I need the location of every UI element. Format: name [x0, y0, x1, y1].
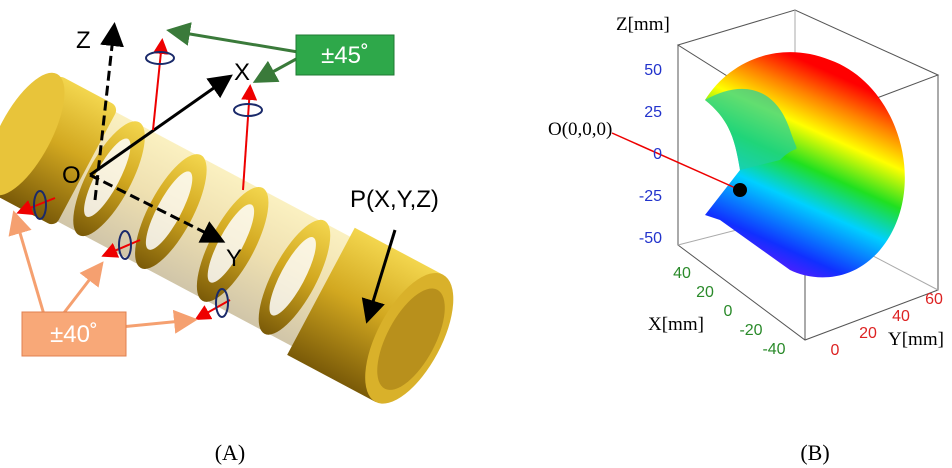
z-tick-label: -25 [639, 188, 662, 205]
caption: (A) [215, 440, 246, 465]
z-tick-label: 0 [653, 146, 662, 163]
z-tick-label: 25 [644, 104, 662, 121]
caption: (B) [800, 440, 829, 465]
z-tick-label: -50 [639, 230, 662, 247]
origin-leader [612, 133, 740, 190]
x-tick-label: 40 [673, 265, 691, 282]
x-tick-label: -40 [762, 341, 785, 358]
rotation-axis [153, 42, 162, 130]
callout-text: ±40˚ [50, 321, 98, 348]
axis-title: Y[mm] [888, 329, 944, 350]
callout-text: ±45˚ [321, 42, 369, 69]
figure: Z X Y O P(X,Y,Z) ±45˚ ±40˚ (A) Z[mm] O(0… [0, 0, 952, 468]
y-tick-label: 40 [892, 308, 910, 325]
callout-arrow [172, 31, 298, 52]
callout-arrow [60, 266, 100, 318]
z-tick-label: 50 [644, 62, 662, 79]
axis-title: X[mm] [648, 314, 704, 335]
x-tick-label: -20 [739, 322, 762, 339]
y-tick-label: 20 [859, 325, 877, 342]
callout-arrow [15, 216, 45, 318]
axis-label: X [234, 59, 250, 86]
x-tick-label: 0 [724, 303, 733, 320]
x-tick-label: 20 [696, 284, 714, 301]
origin-label: O [62, 162, 81, 189]
end-point-label: P(X,Y,Z) [350, 186, 439, 213]
y-tick-label: 0 [831, 342, 840, 359]
origin-label: O(0,0,0) [548, 119, 612, 140]
workspace-surface [705, 52, 905, 277]
origin-point [733, 183, 747, 197]
axis-label: Z [76, 27, 91, 54]
y-tick-label: 60 [925, 291, 943, 308]
axis-title: Z[mm] [616, 14, 670, 35]
callout-arrow [258, 58, 298, 80]
axis-label: Y [226, 245, 242, 272]
